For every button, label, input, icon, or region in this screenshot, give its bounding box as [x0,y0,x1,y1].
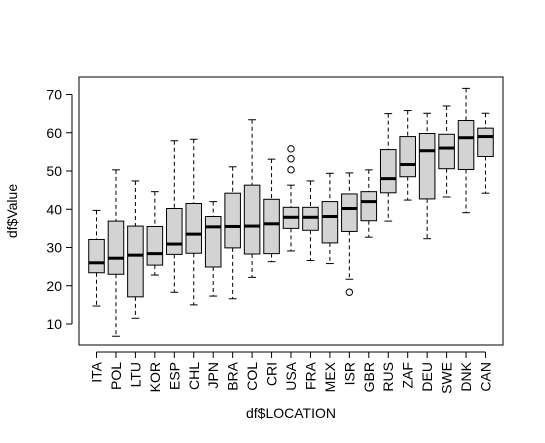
x-tick-label: DNK [458,361,474,391]
outlier-point [287,155,295,163]
box-body [399,136,416,178]
box-body [379,149,397,194]
box-ita [88,209,105,307]
x-tick-label: FRA [302,361,318,390]
box-body [457,120,475,170]
x-tick-label: MEX [322,361,338,392]
y-tick-label: 30 [46,240,62,256]
box-chl [185,138,203,306]
box-body [341,193,358,232]
box-bra [224,166,241,300]
box-body [127,225,144,298]
box-rus [379,113,397,222]
x-tick-label: CHL [186,362,202,390]
box-mex [321,172,339,265]
x-axis: ITA POL LTU KOR ESP CHL JPN BRA COL CRI USA FRA MEX I… [89,351,493,394]
box-fra [302,180,319,262]
x-axis-label: df$LOCATION [246,405,336,421]
box-body [88,238,105,274]
box-body [146,225,164,266]
box-body [107,220,125,275]
y-tick-label: 60 [46,125,62,141]
box-zaf [399,110,416,201]
boxes-layer [88,87,494,337]
x-tick-label: CRI [264,362,280,386]
plot-frame [78,76,504,346]
box-jpn [204,201,222,297]
outlier-point [287,166,295,174]
box-dnk [457,87,475,214]
y-tick-label: 40 [46,201,62,217]
y-tick-label: 70 [46,87,62,103]
box-body [360,191,378,222]
x-tick-label: ISR [341,362,357,385]
box-deu [418,112,436,240]
box-pol [107,169,125,337]
box-usa [282,145,300,252]
box-cri [263,158,280,263]
box-col [243,119,261,278]
x-tick-label: SWE [439,362,455,394]
box-body [477,127,494,157]
box-gbr [360,169,378,238]
x-tick-label: USA [283,361,299,390]
x-tick-label: ZAF [400,362,416,388]
box-body [302,206,319,231]
box-esp [166,140,183,293]
x-tick-label: CAN [477,362,493,392]
x-tick-label: ESP [166,362,182,390]
x-tick-label: LTU [127,362,143,387]
box-body [224,192,241,249]
x-tick-label: BRA [225,361,241,390]
x-tick-label: GBR [361,362,377,392]
box-kor [146,191,164,276]
x-tick-label: ITA [89,361,105,382]
box-body [321,201,339,244]
box-body [204,216,222,268]
box-body [418,133,436,200]
x-tick-label: JPN [205,362,221,388]
box-ltu [127,180,144,319]
x-tick-label: KOR [147,362,163,392]
y-axis: 10 20 30 40 50 60 70 [46,87,73,332]
box-swe [438,105,455,198]
x-tick-label: DEU [419,362,435,392]
x-tick-label: POL [108,362,124,390]
box-isr [341,172,358,296]
y-axis-label: df$Value [4,184,20,238]
x-tick-label: COL [244,362,260,391]
x-tick-label: RUS [380,362,396,392]
outlier-point [287,145,295,153]
box-body [166,207,183,255]
box-body [185,203,203,254]
box-body [263,198,280,255]
outlier-point [345,288,354,296]
box-body [243,184,261,255]
y-tick-label: 20 [46,278,62,294]
box-body [438,133,455,170]
y-tick-label: 10 [46,316,62,332]
box-can [477,112,494,194]
y-tick-label: 50 [46,163,62,179]
